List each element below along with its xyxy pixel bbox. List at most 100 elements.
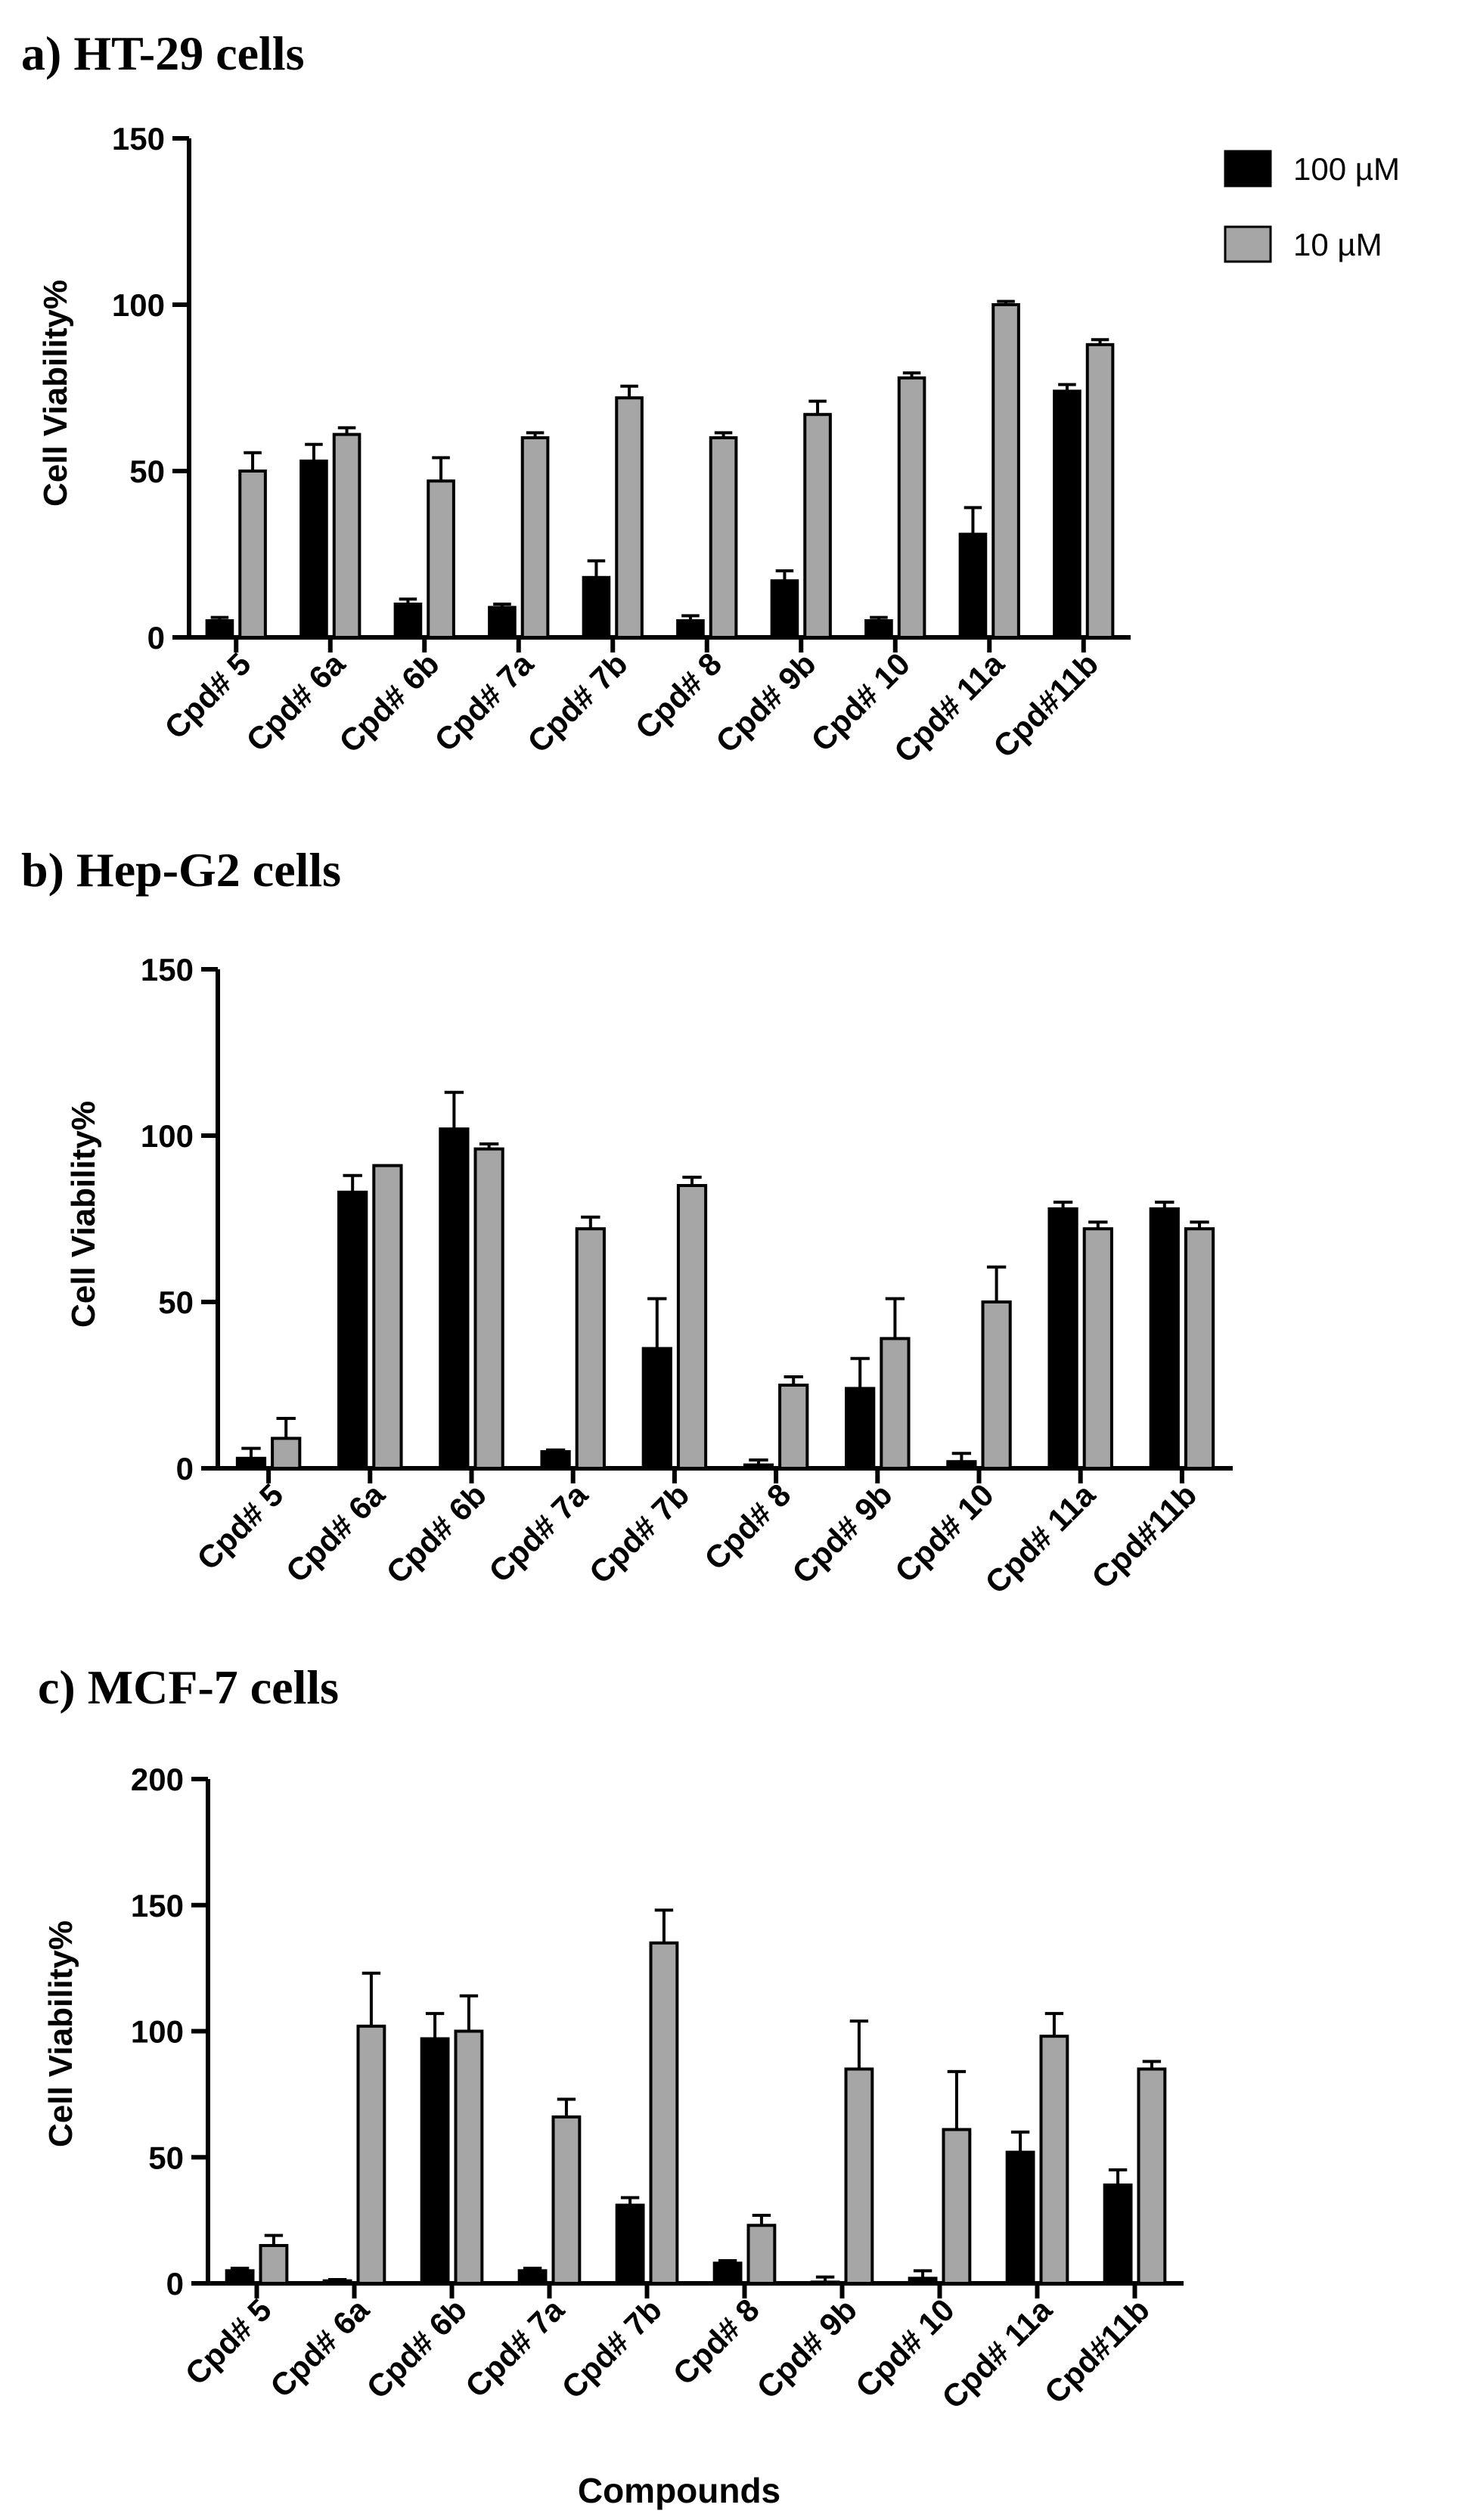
y-tick-label: 100 [141, 1118, 194, 1154]
bar-100uM-cpd8 [743, 1463, 774, 1470]
bar-10uM-cpd9b [844, 2067, 874, 2285]
x-tick-label: Cpd# 5 [178, 2292, 278, 2391]
bar-10uM-cpd6a [356, 2024, 386, 2286]
bar-100uM-cpd7b [582, 575, 611, 639]
bar-10uM-cpd6a [372, 1164, 403, 1470]
x-tick-label: Cpd#11b [986, 646, 1105, 764]
bar-10uM-cpd5 [271, 1437, 302, 1471]
bar-100uM-cpd10 [908, 2277, 938, 2286]
y-tick-label: 0 [147, 620, 165, 656]
bar-100uM-cpd7a [517, 2269, 548, 2285]
y-tick-label: 150 [141, 952, 194, 987]
bar-10uM-cpd5 [238, 470, 267, 639]
bar-100uM-cpd8 [712, 2261, 743, 2286]
x-tick-label: Cpd# 6b [332, 646, 445, 759]
bar-10uM-cpd11b [1184, 1227, 1215, 1470]
bar-100uM-cpd7b [615, 2203, 645, 2285]
bar-10uM-cpd5 [259, 2243, 289, 2286]
x-tick-label: Cpd# 7b [554, 2292, 668, 2405]
bar-100uM-cpd5 [225, 2269, 255, 2285]
panel-b-ylabel: Cell Viability% [65, 1101, 102, 1328]
bar-10uM-cpd7b [615, 396, 644, 639]
x-tick-label: Cpd# 9b [785, 1477, 898, 1590]
x-tick-label: Cpd#11b [1038, 2292, 1156, 2410]
bar-10uM-cpd8 [746, 2224, 777, 2285]
bar-100uM-cpd9b [845, 1387, 876, 1471]
legend-swatch-10uM [1224, 225, 1272, 263]
panel-c-title: c) MCF-7 cells [38, 1660, 339, 1714]
y-tick-label: 100 [112, 287, 165, 323]
y-tick-label: 50 [129, 454, 165, 489]
y-tick-label: 0 [176, 1451, 194, 1486]
bar-10uM-cpd9b [803, 413, 832, 639]
bar-100uM-cpd5 [235, 1456, 267, 1471]
panel-a-title: a) HT-29 cells [21, 26, 305, 80]
x-tick-label: Cpd# 6b [379, 1477, 492, 1590]
bar-10uM-cpd10 [897, 376, 926, 639]
bar-100uM-cpd6a [299, 459, 328, 639]
bar-100uM-cpd7b [641, 1347, 672, 1470]
y-tick-label: 150 [131, 1888, 184, 1923]
x-tick-label: Cpd# 7b [582, 1477, 696, 1590]
x-tick-label: Cpd# 9b [709, 646, 822, 759]
x-tick-label: Cpd# 9b [749, 2292, 863, 2405]
bar-10uM-cpd8 [778, 1384, 809, 1470]
bar-100uM-cpd11a [1047, 1207, 1078, 1471]
bar-10uM-cpd9b [880, 1337, 911, 1471]
bar-100uM-cpd7a [540, 1450, 571, 1470]
bar-100uM-cpd6a [337, 1190, 368, 1471]
x-tick-label: Cpd# 7b [520, 646, 634, 759]
bar-100uM-cpd6b [439, 1127, 470, 1470]
x-tick-label: Cpd#11b [1085, 1477, 1203, 1595]
bar-10uM-cpd10 [942, 2128, 972, 2285]
legend-swatch-100uM [1224, 150, 1272, 188]
bar-10uM-cpd10 [981, 1300, 1012, 1470]
bar-10uM-cpd7a [575, 1227, 606, 1470]
y-tick-label: 50 [148, 2140, 184, 2175]
bar-100uM-cpd9b [770, 579, 799, 640]
x-tick-label: Cpd# 6a [263, 2292, 376, 2404]
bar-10uM-cpd11a [1082, 1227, 1113, 1470]
bar-10uM-cpd6b [454, 2029, 484, 2285]
x-tick-label: Cpd# 7a [458, 2292, 571, 2404]
y-tick-label: 150 [112, 121, 165, 157]
bar-10uM-cpd7b [676, 1184, 708, 1470]
bar-100uM-cpd9b [810, 2280, 840, 2286]
x-tick-label: Cpd# 7a [482, 1477, 594, 1589]
bar-10uM-cpd7a [551, 2115, 582, 2285]
legend-label-100uM: 100 µM [1293, 151, 1400, 187]
y-tick-label: 100 [131, 2014, 184, 2050]
y-tick-label: 0 [166, 2266, 184, 2301]
x-tick-label: Cpd# 6a [279, 1477, 392, 1589]
bar-10uM-cpd6a [332, 432, 362, 639]
bar-10uM-cpd11b [1085, 343, 1115, 639]
panel-b-title: b) Hep-G2 cells [21, 843, 341, 897]
x-tick-label: Cpd# 8 [697, 1477, 797, 1576]
bar-100uM-cpd5 [205, 619, 234, 639]
y-tick-label: 50 [158, 1285, 194, 1320]
legend-label-10uM: 10 µM [1293, 227, 1382, 262]
bar-100uM-cpd8 [676, 619, 705, 639]
x-tick-label: Cpd# 6b [359, 2292, 473, 2405]
bar-10uM-cpd11a [991, 303, 1020, 639]
bar-100uM-cpd10 [946, 1460, 977, 1470]
bar-100uM-cpd10 [864, 619, 893, 639]
bar-100uM-cpd6b [393, 603, 423, 639]
x-tick-label: Cpd# 7a [427, 646, 540, 758]
bar-10uM-cpd7b [649, 1941, 679, 2285]
bar-10uM-cpd6b [427, 479, 455, 640]
legend: 100 µM 10 µM [1224, 150, 1400, 263]
bar-100uM-cpd11a [958, 532, 988, 639]
x-tick-label: Cpd# 6a [239, 646, 352, 758]
x-tick-label: Cpd# 8 [666, 2292, 766, 2391]
panel-a-ylabel: Cell Viability% [37, 280, 74, 507]
bar-100uM-cpd11b [1053, 389, 1081, 640]
bar-10uM-cpd11b [1137, 2067, 1167, 2285]
x-tick-label: Cpd# 5 [190, 1477, 290, 1576]
bar-10uM-cpd11a [1039, 2035, 1069, 2285]
bar-100uM-cpd11b [1149, 1207, 1180, 1471]
